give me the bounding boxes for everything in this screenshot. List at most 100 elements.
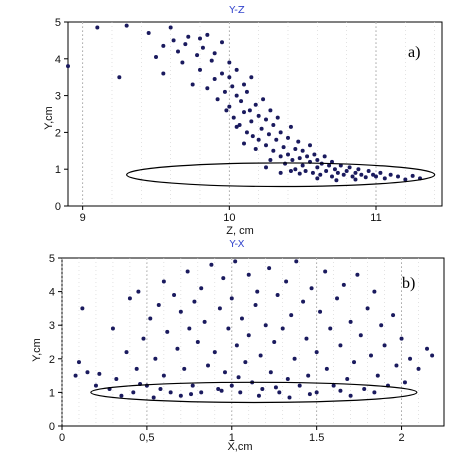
grid-lines bbox=[61, 258, 419, 426]
data-point bbox=[382, 343, 387, 348]
data-point bbox=[268, 108, 273, 113]
data-point bbox=[338, 163, 343, 168]
data-point bbox=[234, 93, 239, 98]
data-point bbox=[256, 137, 261, 142]
data-point bbox=[95, 25, 100, 30]
data-point bbox=[309, 286, 314, 291]
data-point bbox=[172, 292, 177, 297]
data-point bbox=[290, 158, 295, 162]
y-tick-label: 5 bbox=[49, 253, 55, 265]
data-point bbox=[200, 45, 205, 50]
data-point bbox=[253, 146, 258, 151]
data-point bbox=[136, 289, 141, 294]
data-point bbox=[222, 89, 227, 94]
data-point bbox=[300, 148, 305, 153]
data-point bbox=[190, 82, 195, 87]
data-point bbox=[314, 350, 319, 355]
data-point bbox=[119, 393, 124, 398]
panel-label: b) bbox=[402, 275, 415, 292]
data-point bbox=[323, 269, 328, 274]
data-point bbox=[368, 353, 373, 358]
data-point bbox=[297, 171, 302, 176]
data-point bbox=[363, 175, 368, 180]
data-point bbox=[182, 366, 187, 371]
data-point bbox=[332, 167, 337, 172]
panel-y-x: Y-X 0 0,5 1 1.5 2 0 1 2 3 4 5 b) X,cm Y,cm bbox=[31, 239, 445, 453]
data-point bbox=[234, 67, 239, 72]
data-point bbox=[244, 89, 249, 94]
data-point bbox=[322, 154, 327, 159]
data-point bbox=[293, 146, 298, 151]
data-point bbox=[198, 36, 202, 41]
data-point bbox=[260, 387, 265, 392]
data-point bbox=[297, 156, 302, 161]
data-point bbox=[186, 34, 191, 39]
data-point bbox=[348, 319, 353, 324]
data-point bbox=[264, 117, 268, 122]
data-point bbox=[304, 336, 309, 341]
data-point bbox=[238, 390, 243, 395]
data-point bbox=[315, 165, 320, 170]
data-point bbox=[330, 174, 334, 179]
data-point bbox=[402, 380, 407, 385]
data-point bbox=[258, 353, 263, 358]
data-point bbox=[344, 169, 349, 174]
data-point bbox=[234, 343, 239, 348]
data-point bbox=[388, 172, 393, 177]
data-point bbox=[301, 299, 306, 304]
data-point bbox=[156, 303, 161, 308]
data-point bbox=[141, 336, 146, 341]
data-point bbox=[93, 383, 98, 388]
data-point bbox=[275, 292, 280, 297]
data-point bbox=[341, 172, 346, 177]
data-point bbox=[372, 390, 377, 395]
data-point bbox=[146, 31, 151, 36]
x-ticks: 0 0,5 1 1.5 2 bbox=[59, 426, 405, 444]
data-point bbox=[212, 350, 217, 355]
data-point bbox=[183, 42, 188, 47]
data-point bbox=[353, 177, 358, 182]
x-tick-label: 2 bbox=[398, 432, 404, 444]
data-point bbox=[371, 172, 376, 177]
data-point bbox=[272, 340, 277, 344]
data-point bbox=[266, 132, 271, 137]
data-point bbox=[288, 169, 293, 174]
data-point bbox=[209, 262, 214, 267]
data-point bbox=[176, 49, 180, 54]
data-point bbox=[264, 143, 268, 148]
data-point bbox=[227, 60, 232, 65]
x-tick-label: 0 bbox=[59, 432, 65, 444]
data-point bbox=[352, 360, 357, 365]
data-point bbox=[209, 58, 214, 63]
data-point bbox=[216, 387, 221, 392]
data-point bbox=[410, 173, 415, 178]
data-point bbox=[286, 152, 290, 157]
data-point bbox=[264, 165, 268, 170]
data-point bbox=[396, 174, 400, 179]
x-tick-label: 10 bbox=[223, 212, 235, 224]
data-point bbox=[253, 303, 258, 308]
data-point bbox=[148, 316, 153, 321]
data-point bbox=[185, 269, 190, 274]
data-point bbox=[278, 130, 283, 135]
data-point bbox=[161, 71, 166, 76]
data-point bbox=[256, 393, 261, 398]
data-point bbox=[274, 137, 279, 142]
data-point bbox=[294, 259, 299, 264]
x-tick-label: 1 bbox=[229, 432, 235, 444]
data-point bbox=[318, 309, 323, 314]
data-point bbox=[153, 356, 158, 361]
data-point bbox=[199, 390, 204, 395]
data-point bbox=[230, 84, 235, 89]
data-point bbox=[195, 53, 200, 58]
data-point bbox=[187, 326, 192, 331]
data-point bbox=[239, 99, 244, 104]
y-tick-label: 1 bbox=[55, 164, 61, 176]
y-tick-label: 5 bbox=[55, 17, 61, 29]
data-point bbox=[151, 395, 156, 400]
data-point bbox=[285, 376, 290, 381]
data-point bbox=[180, 60, 185, 65]
data-point bbox=[178, 309, 183, 314]
data-point bbox=[256, 113, 261, 118]
data-point bbox=[97, 371, 102, 376]
